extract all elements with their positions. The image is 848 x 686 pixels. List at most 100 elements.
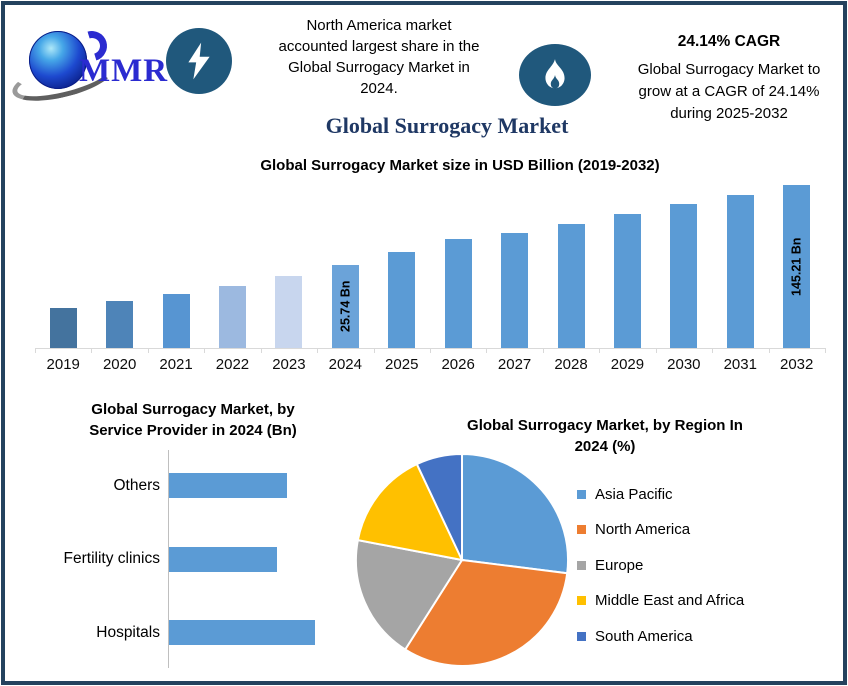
cagr-title: 24.14% CAGR bbox=[677, 33, 781, 50]
bar-column-2025: 2025 bbox=[374, 178, 430, 378]
bar-column-2031: 2031 bbox=[712, 178, 768, 378]
bar-2022 bbox=[218, 286, 246, 348]
x-axis-label-2026: 2026 bbox=[441, 356, 475, 373]
x-axis-tick bbox=[825, 348, 826, 353]
pie-slice-europe bbox=[355, 538, 464, 651]
pie-slice-asia-pacific bbox=[461, 452, 569, 575]
bar-2025 bbox=[388, 252, 416, 348]
x-axis-label-2019: 2019 bbox=[46, 356, 80, 373]
legend-item-asia-pacific: Asia Pacific bbox=[577, 484, 744, 504]
bar-2020 bbox=[106, 301, 134, 348]
x-axis-label-2020: 2020 bbox=[102, 356, 137, 373]
legend-swatch bbox=[577, 525, 586, 534]
bar-2029 bbox=[613, 214, 641, 348]
cagr-block: 24.14% CAGR Global Surrogacy Market to g… bbox=[611, 33, 847, 125]
legend-label: Middle East and Africa bbox=[595, 592, 745, 609]
x-axis-tick bbox=[147, 348, 149, 353]
region-pie-chart-title: Global Surrogacy Market, by Region In 20… bbox=[467, 417, 743, 455]
bar-data-label-2032: 145.21 Bn bbox=[789, 237, 804, 296]
globe-icon bbox=[29, 31, 87, 89]
hbar-label-hospitals: Hospitals bbox=[96, 623, 160, 641]
mmr-logo: MMR bbox=[8, 19, 175, 110]
bar-2021 bbox=[162, 294, 190, 348]
x-axis-tick bbox=[430, 348, 431, 353]
x-axis-label-2021: 2021 bbox=[159, 356, 193, 373]
lightning-badge bbox=[166, 28, 232, 94]
region-pie-chart bbox=[355, 452, 569, 668]
x-axis-tick bbox=[712, 348, 714, 353]
x-axis-tick bbox=[260, 348, 262, 353]
bar-2027 bbox=[501, 233, 529, 348]
hbar-label-others: Others bbox=[113, 476, 160, 494]
legend-swatch bbox=[577, 596, 586, 605]
bar-chart-title: Global Surrogacy Market size in USD Bill… bbox=[260, 157, 660, 174]
x-axis-label-2031: 2031 bbox=[723, 356, 757, 373]
hbar-others bbox=[169, 473, 287, 498]
x-axis-label-2030: 2030 bbox=[667, 356, 701, 373]
cagr-description: Global Surrogacy Market to grow at a CAG… bbox=[637, 61, 821, 122]
bar-column-2021: 2021 bbox=[148, 178, 204, 378]
x-axis-tick bbox=[599, 348, 601, 353]
bar-2024: 25.74 Bn bbox=[331, 265, 359, 348]
bar-2032: 145.21 Bn bbox=[783, 185, 811, 348]
bar-columns: 2019 2020 2021 2022 2023 25.74 Bn 2024 2025 2026… bbox=[35, 178, 825, 378]
bar-column-2032: 145.21 Bn 2032 bbox=[768, 178, 824, 378]
x-axis-tick bbox=[486, 348, 488, 353]
page-title: Global Surrogacy Market bbox=[325, 113, 569, 138]
lightning-bolt-icon bbox=[188, 42, 210, 80]
bar-column-2026: 2026 bbox=[430, 178, 486, 378]
hbar-hospitals bbox=[169, 620, 315, 645]
bar-2030 bbox=[670, 204, 698, 348]
x-axis-tick bbox=[655, 348, 657, 353]
bar-2023 bbox=[275, 276, 303, 348]
x-axis-label-2032: 2032 bbox=[780, 356, 814, 373]
legend-swatch bbox=[577, 560, 586, 570]
legend-label: Asia Pacific bbox=[595, 485, 673, 503]
x-axis-label-2025: 2025 bbox=[385, 356, 419, 373]
hbar-label-fertility-clinics: Fertility clinics bbox=[63, 550, 160, 567]
legend-item-middle-east-and-africa: Middle East and Africa bbox=[577, 591, 744, 611]
bar-column-2022: 2022 bbox=[204, 178, 260, 378]
pie-slice-south-america bbox=[415, 452, 463, 561]
x-axis-tick bbox=[35, 348, 36, 353]
flame-icon bbox=[545, 59, 565, 89]
bar-column-2027: 2027 bbox=[486, 178, 542, 378]
bar-column-2019: 2019 bbox=[35, 178, 91, 378]
x-axis-label-2029: 2029 bbox=[610, 356, 645, 373]
legend-item-north-america: North America bbox=[577, 520, 744, 540]
logo-text: MMR bbox=[79, 53, 169, 89]
market-size-bar-chart: 2019 2020 2021 2022 2023 25.74 Bn 2024 2025 2026… bbox=[35, 178, 826, 378]
service-provider-axis-line bbox=[168, 450, 169, 668]
bar-column-2029: 2029 bbox=[599, 178, 655, 378]
bar-column-2020: 2020 bbox=[91, 178, 147, 378]
x-axis-label-2023: 2023 bbox=[272, 356, 306, 373]
x-axis-tick bbox=[317, 348, 319, 353]
x-axis-label-2028: 2028 bbox=[554, 356, 588, 373]
legend-swatch bbox=[577, 631, 586, 641]
x-axis-tick bbox=[542, 348, 544, 353]
legend-label: Europe bbox=[595, 556, 644, 574]
flame-badge bbox=[519, 44, 591, 106]
bar-2019 bbox=[49, 308, 77, 348]
x-axis-label-2027: 2027 bbox=[497, 356, 532, 373]
pie-slice-middle-east-and-africa bbox=[356, 462, 464, 562]
x-axis-tick bbox=[768, 348, 770, 353]
legend-swatch bbox=[577, 489, 586, 499]
bar-column-2023: 2023 bbox=[261, 178, 317, 378]
legend-item-south-america: South America bbox=[577, 626, 744, 646]
pie-legend: Asia Pacific North America Europe Middle Ea… bbox=[577, 484, 744, 662]
bar-2031 bbox=[726, 195, 754, 348]
x-axis-tick bbox=[373, 348, 375, 353]
bar-column-2030: 2030 bbox=[656, 178, 712, 378]
x-axis-label-2024: 2024 bbox=[328, 356, 362, 373]
x-axis-tick bbox=[91, 348, 93, 353]
bar-data-label-2024: 25.74 Bn bbox=[338, 280, 353, 333]
legend-label: North America bbox=[595, 521, 691, 538]
legend-label: South America bbox=[595, 627, 693, 645]
x-axis-label-2022: 2022 bbox=[215, 356, 250, 373]
headline-text: North America market accounted largest s… bbox=[278, 17, 480, 97]
bar-column-2024: 25.74 Bn 2024 bbox=[317, 178, 373, 378]
bar-2028 bbox=[557, 224, 585, 348]
service-provider-chart-title: Global Surrogacy Market, by Service Prov… bbox=[89, 401, 297, 439]
